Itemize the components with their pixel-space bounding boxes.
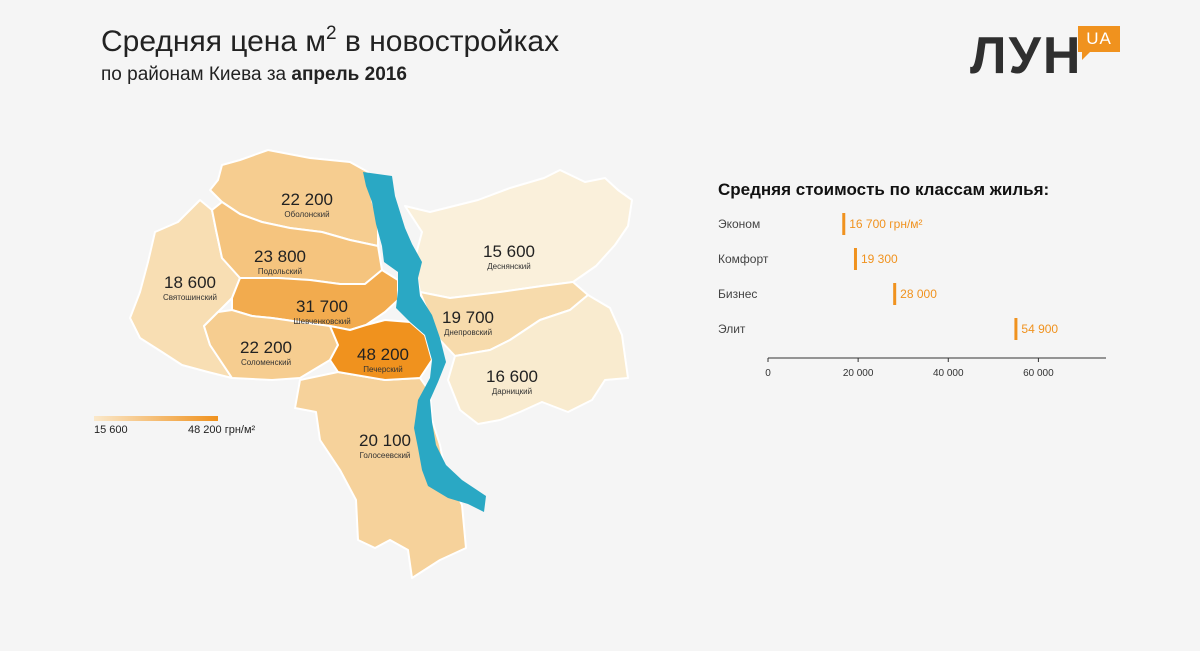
value-marker <box>893 283 897 305</box>
district-name-label: Оболонский <box>284 210 329 219</box>
logo-text: ЛУН <box>970 27 1083 85</box>
district-value-label: 19 700 <box>442 308 494 327</box>
district-name-label: Голосеевский <box>360 451 411 460</box>
category-label: Бизнес <box>718 287 757 301</box>
district-name-label: Печерский <box>363 365 402 374</box>
chart-title: Средняя стоимость по классам жилья: <box>718 180 1050 199</box>
district-value-label: 31 700 <box>296 297 348 316</box>
district-value-label: 22 200 <box>281 190 333 209</box>
value-label: 16 700 грн/м² <box>849 217 922 231</box>
legend-min-label: 15 600 <box>94 424 128 436</box>
district-value-label: 15 600 <box>483 242 535 261</box>
district-desnyanskiy <box>404 169 633 299</box>
district-name-label: Соломенский <box>241 358 291 367</box>
class-bar-chart: Эконом 16 700 грн/м² Комфорт 19 300 Бизнес 28… <box>718 213 1106 379</box>
logo-badge: UA <box>1078 26 1120 52</box>
x-tick-label: 40 000 <box>933 368 964 379</box>
value-marker <box>1014 318 1018 340</box>
value-label: 54 900 <box>1021 322 1058 336</box>
header: Средняя цена м2 в новостройках по района… <box>101 22 559 88</box>
color-legend: 15 600 48 200 грн/м² <box>94 416 284 436</box>
district-value-label: 22 200 <box>240 338 292 357</box>
district-value-label: 16 600 <box>486 367 538 386</box>
value-marker <box>853 248 857 270</box>
title-superscript: 2 <box>326 23 337 44</box>
district-name-label: Деснянский <box>487 262 530 271</box>
district-value-label: 20 100 <box>359 431 411 450</box>
value-label: 19 300 <box>861 252 898 266</box>
category-label: Эконом <box>718 217 760 231</box>
district-name-label: Дарницкий <box>492 387 532 396</box>
legend-max-label: 48 200 грн/м² <box>188 424 256 436</box>
housing-class-chart: Средняя стоимость по классам жилья: Экон… <box>718 180 1118 390</box>
subtitle-period: апрель 2016 <box>291 64 407 85</box>
page-title: Средняя цена м2 в новостройках <box>101 23 560 58</box>
category-label: Элит <box>718 322 746 336</box>
x-tick-label: 20 000 <box>843 368 874 379</box>
logo-badge-tail <box>1082 52 1090 60</box>
value-label: 28 000 <box>900 287 937 301</box>
district-value-label: 18 600 <box>164 273 216 292</box>
page-subtitle: по районам Киева за апрель 2016 <box>101 64 407 85</box>
x-tick-label: 0 <box>765 368 771 379</box>
district-name-label: Днепровский <box>444 328 492 337</box>
legend-gradient-bar <box>94 416 218 421</box>
value-marker <box>842 213 846 235</box>
district-darnitskiy <box>447 294 629 425</box>
district-value-label: 23 800 <box>254 247 306 266</box>
district-name-label: Подольский <box>258 267 302 276</box>
dnipro-river <box>363 172 486 512</box>
lun-logo: ЛУН UA <box>970 26 1120 82</box>
district-name-label: Шевченковский <box>293 317 350 326</box>
district-value-label: 48 200 <box>357 345 409 364</box>
category-label: Комфорт <box>718 252 769 266</box>
district-name-label: Святошинский <box>163 293 217 302</box>
x-tick-label: 60 000 <box>1023 368 1054 379</box>
